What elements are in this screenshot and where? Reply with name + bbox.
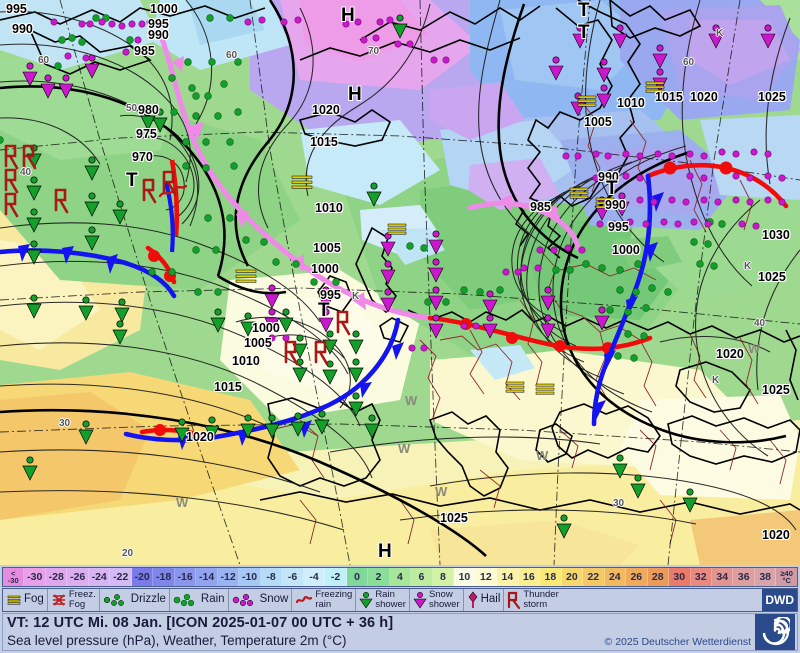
parameter-caption: Sea level pressure (hPa), Weather, Tempe… [7, 633, 347, 648]
temp-cell-m6[interactable]: -6 [282, 568, 304, 586]
legend-item-freezing-rain[interactable]: Freezing rain [292, 589, 357, 611]
temp-cell-m28[interactable]: -28 [45, 568, 68, 586]
drizzle-icon [103, 592, 129, 608]
temp-cell-14[interactable]: 14 [497, 568, 519, 586]
legend-item-rain[interactable]: Rain [170, 589, 229, 611]
legend-item-drizzle[interactable]: Drizzle [100, 589, 170, 611]
thunderstorm-icon [507, 591, 521, 609]
temp-cell-12[interactable]: 12 [475, 568, 498, 586]
temp-cell-20[interactable]: 20 [561, 568, 584, 586]
legend-label-drizzle: Drizzle [130, 593, 166, 606]
legend-label-snow-shower: Snow shower [428, 589, 460, 610]
temp-cell-38[interactable]: 38 [754, 568, 777, 586]
temp-cell-22[interactable]: 22 [583, 568, 605, 586]
snow-shower-icon [413, 591, 427, 609]
rain-icon [173, 592, 199, 608]
hail-icon [467, 591, 479, 609]
legend-item-rain-shower[interactable]: Rain shower [356, 589, 410, 611]
temp-cell-m24[interactable]: -24 [88, 568, 111, 586]
temp-cell-m8[interactable]: -8 [260, 568, 283, 586]
weather-symbol-legend: Fog Freez. Fog Drizzle Rain Snow Freezing rain R… [2, 588, 798, 612]
station-symbols [0, 14, 786, 539]
map-canvas [0, 0, 800, 565]
legend-item-snow[interactable]: Snow [229, 589, 293, 611]
legend-item-freezing-fog[interactable]: Freez. Fog [48, 589, 100, 611]
temp-cell-m10[interactable]: -10 [239, 568, 261, 586]
legend-label-freezing-fog: Freez. Fog [68, 589, 96, 610]
legend-label-rain: Rain [200, 593, 225, 606]
legend-label-freezing-rain: Freezing rain [315, 589, 353, 610]
thunderstorm-symbols [4, 144, 351, 366]
legend-label-snow: Snow [259, 593, 289, 606]
spiral-icon [762, 617, 790, 646]
temp-cell-2[interactable]: 2 [368, 568, 390, 586]
temp-cell-above[interactable]: ≥40 °C [776, 568, 797, 586]
temp-cell-m22[interactable]: -22 [110, 568, 132, 586]
valid-time-caption: VT: 12 UTC Mi. 08 Jan. [ICON 2025-01-07 … [7, 615, 394, 631]
temp-cell-32[interactable]: 32 [690, 568, 712, 586]
temperature-color-scale[interactable]: < -30 -30 -28 -26 -24 -22 -20 -18 -16 -14 -12 -10 -8-… [2, 567, 798, 587]
temp-cell-8[interactable]: 8 [432, 568, 455, 586]
temp-cell-m18[interactable]: -18 [153, 568, 175, 586]
snow-icon [232, 592, 258, 608]
legend-label-rain-shower: Rain shower [375, 589, 406, 610]
temp-cell-m14[interactable]: -14 [196, 568, 218, 586]
freezing-fog-icon [51, 592, 67, 608]
temp-cell-10[interactable]: 10 [454, 568, 476, 586]
temp-cell-26[interactable]: 26 [626, 568, 648, 586]
temp-cell-m16[interactable]: -16 [174, 568, 197, 586]
dwd-abbr: DWD [765, 593, 794, 607]
cold-front [0, 173, 664, 450]
temp-cell-24[interactable]: 24 [604, 568, 627, 586]
legend-label-hail: Hail [480, 593, 501, 606]
temp-cell-16[interactable]: 16 [518, 568, 541, 586]
temp-cell-m20[interactable]: -20 [131, 568, 154, 586]
fog-symbols [235, 81, 665, 395]
temp-cell-m30[interactable]: -30 [24, 568, 46, 586]
temp-cell-0[interactable]: 0 [346, 568, 369, 586]
legend-label-thunderstorm: Thunder storm [523, 589, 559, 610]
legend-item-snow-shower[interactable]: Snow shower [410, 589, 464, 611]
temp-cell-6[interactable]: 6 [411, 568, 433, 586]
temp-cell-18[interactable]: 18 [540, 568, 562, 586]
copyright-text: © 2025 Deutscher Wetterdienst [604, 636, 751, 648]
temp-cell-4[interactable]: 4 [389, 568, 412, 586]
isobars [0, 0, 800, 531]
dwd-logo-text: DWD [762, 589, 797, 611]
temp-cell-m26[interactable]: -26 [67, 568, 89, 586]
temp-cell-28[interactable]: 28 [647, 568, 670, 586]
temp-cell-below[interactable]: < -30 [3, 568, 25, 586]
legend-item-thunderstorm[interactable]: Thunder storm [504, 589, 561, 611]
fog-icon [6, 592, 22, 608]
temp-cell-30[interactable]: 30 [669, 568, 691, 586]
weather-map[interactable]: 995 990 1000 995 990 985 980 975 970 1020 1015 1010… [0, 0, 800, 567]
temp-cell-36[interactable]: 36 [733, 568, 755, 586]
legend-item-hail[interactable]: Hail [464, 589, 505, 611]
chart-legend-footer: < -30 -30 -28 -26 -24 -22 -20 -18 -16 -14 -12 -10 -8-… [0, 565, 800, 653]
freezing-rain-icon [295, 592, 313, 608]
legend-item-fog[interactable]: Fog [3, 589, 48, 611]
temp-cell-m4[interactable]: -4 [303, 568, 326, 586]
legend-label-fog: Fog [24, 593, 44, 606]
temp-cell-m2[interactable]: -2 [325, 568, 347, 586]
caption-box: VT: 12 UTC Mi. 08 Jan. [ICON 2025-01-07 … [2, 613, 798, 651]
temp-cell-m12[interactable]: -12 [217, 568, 240, 586]
temp-cell-34[interactable]: 34 [711, 568, 734, 586]
country-borders [269, 99, 787, 545]
rain-shower-icon [359, 591, 373, 609]
dwd-spiral-logo [755, 614, 795, 650]
